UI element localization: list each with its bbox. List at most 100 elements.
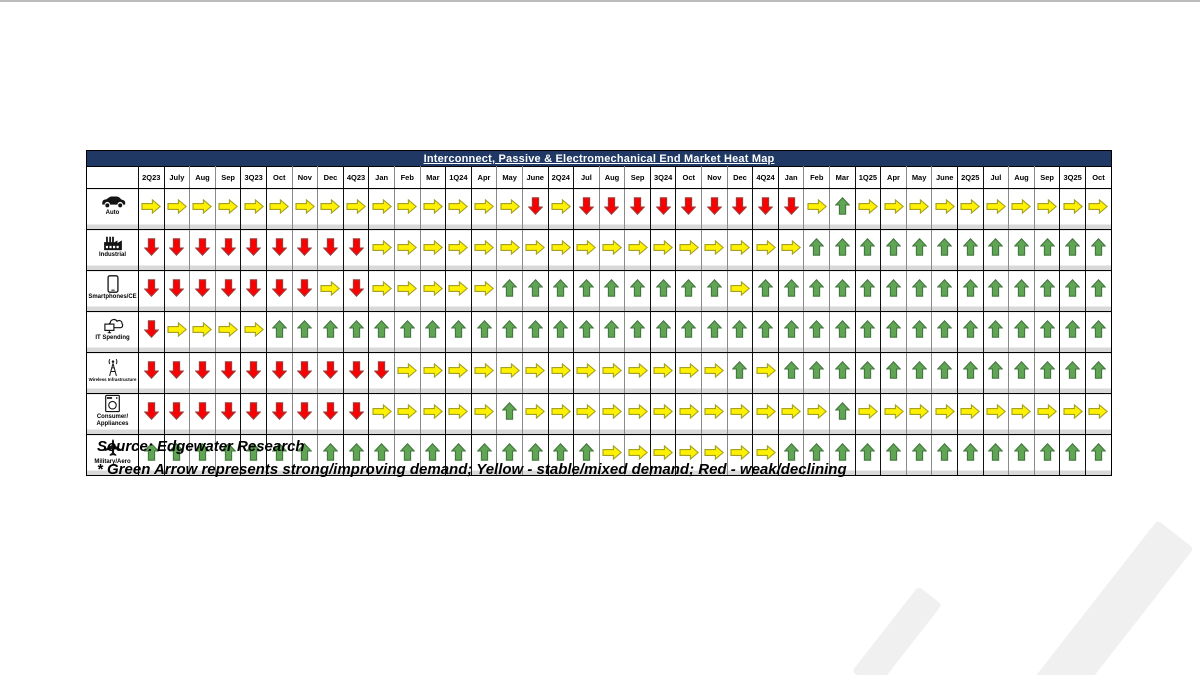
yellow-right-arrow-icon xyxy=(472,362,497,378)
heatmap-cell xyxy=(342,270,369,312)
yellow-right-arrow-icon xyxy=(267,198,292,214)
yellow-right-arrow-icon xyxy=(421,362,446,378)
yellow-right-arrow-icon xyxy=(651,444,676,460)
green-up-arrow-icon xyxy=(932,279,957,297)
green-up-arrow-icon xyxy=(267,443,292,461)
yellow-right-arrow-icon xyxy=(702,362,727,378)
heatmap-cell xyxy=(265,434,293,476)
column-header: 3Q23 xyxy=(240,166,267,189)
row-label-text: Smartphones/CE xyxy=(88,294,137,301)
yellow-right-arrow-icon xyxy=(318,198,343,214)
red-down-arrow-icon xyxy=(216,279,241,297)
heatmap-cell xyxy=(675,270,702,312)
legend-footnote: * Green Arrow represents strong/improvin… xyxy=(97,461,847,478)
heatmap-cell xyxy=(777,352,804,394)
red-down-arrow-icon xyxy=(728,197,753,215)
green-up-arrow-icon xyxy=(856,320,881,338)
yellow-right-arrow-icon xyxy=(676,239,701,255)
red-down-arrow-icon xyxy=(267,279,292,297)
green-up-arrow-icon xyxy=(1009,443,1034,461)
yellow-right-arrow-icon xyxy=(753,239,778,255)
red-down-arrow-icon xyxy=(600,197,625,215)
yellow-right-arrow-icon xyxy=(293,198,318,214)
yellow-right-arrow-icon xyxy=(241,198,266,214)
red-down-arrow-icon xyxy=(318,238,343,256)
yellow-right-arrow-icon xyxy=(241,321,266,337)
green-up-arrow-icon xyxy=(549,279,574,297)
heatmap-cell xyxy=(393,311,421,353)
red-down-arrow-icon xyxy=(216,402,241,420)
green-up-arrow-icon xyxy=(702,320,727,338)
heatmap-cell xyxy=(982,229,1009,271)
green-up-arrow-icon xyxy=(932,238,957,256)
heatmap-cell xyxy=(138,229,165,271)
yellow-right-arrow-icon xyxy=(395,280,420,296)
green-up-arrow-icon xyxy=(523,279,548,297)
column-header: 3Q24 xyxy=(649,166,676,189)
heatmap-cell xyxy=(445,393,472,435)
yellow-right-arrow-icon xyxy=(395,403,420,419)
heatmap-cell xyxy=(521,188,548,230)
heatmap-cell xyxy=(854,188,881,230)
heatmap-cell xyxy=(931,311,958,353)
green-up-arrow-icon xyxy=(1086,361,1111,379)
heatmap-cell xyxy=(265,352,293,394)
row-label: Smartphones/CE xyxy=(86,270,139,312)
red-down-arrow-icon xyxy=(293,402,318,420)
yellow-right-arrow-icon xyxy=(984,198,1009,214)
green-up-arrow-icon xyxy=(267,320,292,338)
heatmap-cell xyxy=(598,188,625,230)
cloud-computing-icon xyxy=(87,316,138,334)
column-header: Jan xyxy=(368,166,395,189)
heatmap-cell xyxy=(214,229,241,271)
row-label-text: Auto xyxy=(105,210,120,217)
heatmap-cell xyxy=(598,393,625,435)
heatmap-cell xyxy=(240,393,267,435)
green-up-arrow-icon xyxy=(753,320,778,338)
green-up-arrow-icon xyxy=(574,320,599,338)
column-header: 1Q25 xyxy=(854,166,881,189)
heatmap-cell xyxy=(547,188,574,230)
column-header: Oct xyxy=(675,166,702,189)
column-header: Aug xyxy=(189,166,216,189)
heatmap-cell xyxy=(214,188,241,230)
column-header: Aug xyxy=(1008,166,1035,189)
heatmap-cell xyxy=(931,229,958,271)
green-up-arrow-icon xyxy=(369,320,394,338)
heatmap-cell xyxy=(726,393,753,435)
heatmap-cell xyxy=(854,229,881,271)
heatmap-cell xyxy=(752,434,779,476)
yellow-right-arrow-icon xyxy=(369,198,394,214)
yellow-right-arrow-icon xyxy=(549,239,574,255)
column-header: Sep xyxy=(214,166,241,189)
heatmap-cell xyxy=(342,434,369,476)
yellow-right-arrow-icon xyxy=(1035,403,1060,419)
yellow-right-arrow-icon xyxy=(523,362,548,378)
heatmap-row: Auto xyxy=(86,188,1112,230)
heatmap-cell xyxy=(957,393,984,435)
green-up-arrow-icon xyxy=(830,443,855,461)
heatmap-cell xyxy=(1084,434,1112,476)
heatmap-cell xyxy=(649,270,676,312)
heatmap-cell xyxy=(291,270,318,312)
heatmap-cell xyxy=(675,434,702,476)
column-header: Jul xyxy=(573,166,600,189)
yellow-right-arrow-icon xyxy=(472,280,497,296)
heatmap-cell xyxy=(675,229,702,271)
green-up-arrow-icon xyxy=(881,279,906,297)
red-down-arrow-icon xyxy=(165,279,190,297)
heatmap-cell xyxy=(138,434,165,476)
heatmap-cell xyxy=(573,270,600,312)
green-up-arrow-icon xyxy=(830,197,855,215)
yellow-right-arrow-icon xyxy=(472,198,497,214)
yellow-right-arrow-icon xyxy=(446,198,471,214)
column-header: Oct xyxy=(1084,166,1112,189)
red-down-arrow-icon xyxy=(139,320,164,338)
heatmap-cell xyxy=(598,434,625,476)
green-up-arrow-icon xyxy=(958,443,983,461)
car-icon xyxy=(87,195,138,209)
heatmap-cell xyxy=(214,352,241,394)
yellow-right-arrow-icon xyxy=(804,403,829,419)
red-down-arrow-icon xyxy=(625,197,650,215)
heatmap-cell xyxy=(521,434,548,476)
